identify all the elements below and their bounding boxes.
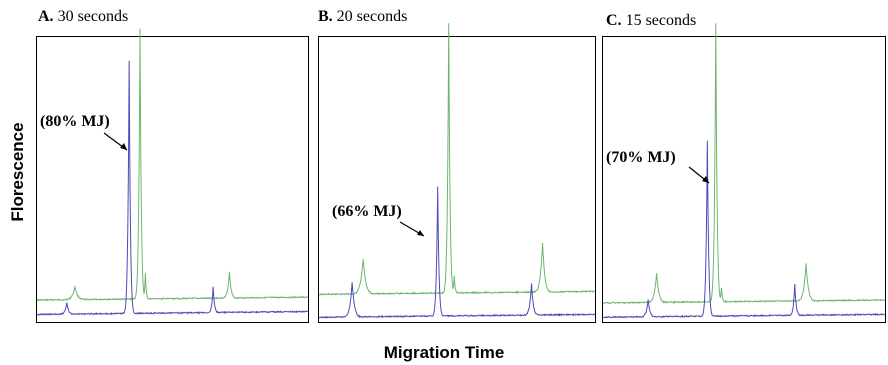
panel-c-chart: (70% MJ) [602,23,886,323]
panel-a-title: A. 30 seconds [38,8,128,26]
panel-b-letter: B. [318,8,333,25]
panel-a-arrow-head [120,143,127,150]
panel-c-title: C. 15 seconds [606,12,696,30]
panel-b-duration: 20 seconds [336,8,408,25]
panel-b-arrow-head [417,230,424,236]
panel-b-chart: (66% MJ) [318,23,596,323]
x-axis-label: Migration Time [383,343,505,362]
panel-b-green-trace [318,23,596,296]
panel-c-duration: 15 seconds [625,12,697,29]
panel-b-annotation: (66% MJ) [332,203,402,220]
panel-c-arrow-head [702,176,709,183]
panel-c-annotation: (70% MJ) [606,149,676,166]
y-axis-label: Florescence [8,122,27,222]
panel-c-blue-trace [602,140,886,319]
panel-b-blue-trace [318,186,596,319]
panel-a-chart: (80% MJ) [36,28,309,323]
panel-b-frame [318,36,596,323]
panel-a-blue-trace [36,60,309,316]
panel-c-letter: C. [606,12,622,29]
panel-a-duration: 30 seconds [57,8,129,25]
panel-b-title: B. 20 seconds [318,8,407,26]
panel-a-annotation: (80% MJ) [40,113,110,130]
panel-a-frame [36,36,309,323]
panel-a-letter: A. [38,8,54,25]
panel-c-green-trace [602,23,886,305]
panel-a-green-trace [36,28,309,302]
panel-c-frame [602,36,886,323]
